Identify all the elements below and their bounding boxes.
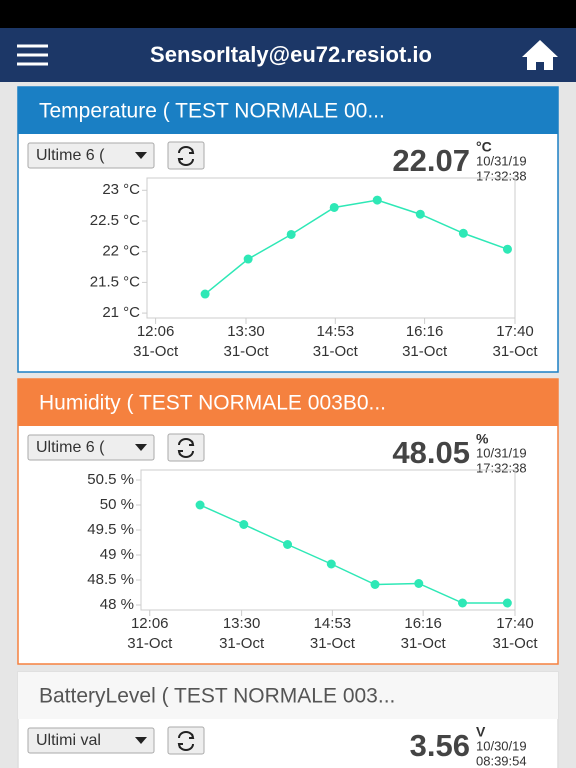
- value-date: 10/31/19: [476, 445, 527, 460]
- x-tick-label: 16:16: [404, 615, 442, 632]
- data-point: [370, 580, 380, 589]
- refresh-button[interactable]: [167, 141, 205, 170]
- header-title: SensorItaly@eu72.resiot.io: [150, 42, 432, 67]
- data-point: [372, 195, 382, 205]
- x-tick-label: 14:53: [317, 323, 355, 340]
- widget-title-bar: [18, 87, 558, 134]
- x-tick-label: 14:53: [314, 615, 352, 632]
- widget-title-bar: [18, 379, 558, 426]
- widget-title: Temperature ( TEST NORMALE 00...: [39, 100, 385, 123]
- status-bar: [0, 0, 576, 28]
- value-time: 17:32:38: [476, 460, 527, 475]
- y-tick-label: 22 °C: [102, 243, 140, 260]
- y-tick-label: 21 °C: [102, 304, 140, 321]
- value-unit: V: [476, 724, 486, 740]
- x-tick-label: 13:30: [227, 323, 265, 340]
- x-tick-label: 13:30: [223, 615, 261, 632]
- x-tick-date: 31-Oct: [313, 343, 359, 360]
- data-point: [502, 598, 512, 608]
- widget-title-bar: [18, 672, 558, 719]
- x-tick-label: 17:40: [496, 323, 534, 340]
- period-dropdown[interactable]: [27, 434, 155, 461]
- value-time: 08:39:54: [476, 753, 527, 768]
- y-tick-label: 22.5 °C: [90, 212, 140, 229]
- x-tick-date: 31-Oct: [492, 343, 538, 360]
- data-point: [458, 228, 468, 238]
- y-tick-label: 48 %: [100, 596, 134, 613]
- data-line: [199, 504, 508, 604]
- y-tick-label: 49 %: [100, 546, 134, 563]
- data-point: [195, 500, 205, 510]
- x-tick-label: 12:06: [137, 323, 175, 340]
- period-label: Ultime 6 (: [36, 439, 105, 456]
- widget-card: [17, 378, 559, 665]
- value-unit: °C: [476, 139, 492, 155]
- home-button[interactable]: [522, 40, 558, 70]
- value-time: 17:32:38: [476, 168, 527, 183]
- y-tick-label: 50 %: [100, 496, 134, 513]
- x-tick-label: 17:40: [496, 615, 534, 632]
- period-label: Ultime 6 (: [36, 147, 105, 164]
- x-tick-date: 31-Oct: [492, 635, 538, 652]
- data-point: [414, 579, 424, 588]
- dropdown-arrow: [135, 737, 147, 744]
- widget-title: Humidity ( TEST NORMALE 003B0...: [39, 392, 386, 415]
- plot-frame: [146, 177, 516, 319]
- data-point: [283, 540, 293, 549]
- y-tick-label: 21.5 °C: [90, 273, 140, 290]
- period-dropdown[interactable]: [27, 727, 155, 754]
- refresh-icon: [177, 438, 195, 458]
- x-tick-date: 31-Oct: [133, 343, 179, 360]
- x-tick-date: 31-Oct: [401, 635, 447, 652]
- data-point: [502, 244, 512, 254]
- current-value: 22.07: [392, 143, 470, 178]
- data-point: [415, 209, 425, 219]
- dropdown-arrow: [135, 152, 147, 159]
- refresh-button[interactable]: [167, 726, 205, 755]
- widget-title: BatteryLevel ( TEST NORMALE 003...: [39, 685, 395, 708]
- x-tick-date: 31-Oct: [127, 635, 173, 652]
- x-tick-date: 31-Oct: [402, 343, 448, 360]
- period-label: Ultimi val: [36, 732, 101, 749]
- y-tick-label: 50.5 %: [87, 471, 134, 488]
- value-date: 10/30/19: [476, 738, 527, 753]
- data-point: [326, 559, 336, 569]
- x-tick-date: 31-Oct: [219, 635, 265, 652]
- y-tick-label: 49.5 %: [87, 521, 134, 538]
- x-tick-label: 12:06: [131, 615, 169, 632]
- y-tick-label: 23 °C: [102, 181, 140, 198]
- dropdown-arrow: [135, 444, 147, 451]
- period-dropdown[interactable]: [27, 142, 155, 169]
- data-point: [243, 254, 253, 264]
- x-tick-date: 31-Oct: [223, 343, 269, 360]
- refresh-icon: [177, 731, 195, 751]
- data-point: [286, 229, 296, 239]
- current-value: 3.56: [410, 728, 470, 763]
- plot-frame: [140, 469, 516, 611]
- refresh-icon: [177, 146, 195, 166]
- data-point: [329, 202, 339, 212]
- data-point: [239, 520, 249, 529]
- menu-button[interactable]: [17, 44, 48, 66]
- x-tick-date: 31-Oct: [310, 635, 356, 652]
- current-value: 48.05: [392, 435, 470, 470]
- value-date: 10/31/19: [476, 153, 527, 168]
- app-header: [0, 28, 576, 82]
- x-tick-label: 16:16: [406, 323, 444, 340]
- y-tick-label: 48.5 %: [87, 571, 134, 588]
- data-point: [458, 598, 468, 608]
- refresh-button[interactable]: [167, 433, 205, 462]
- value-unit: %: [476, 431, 489, 447]
- data-line: [204, 199, 508, 295]
- data-point: [200, 289, 210, 299]
